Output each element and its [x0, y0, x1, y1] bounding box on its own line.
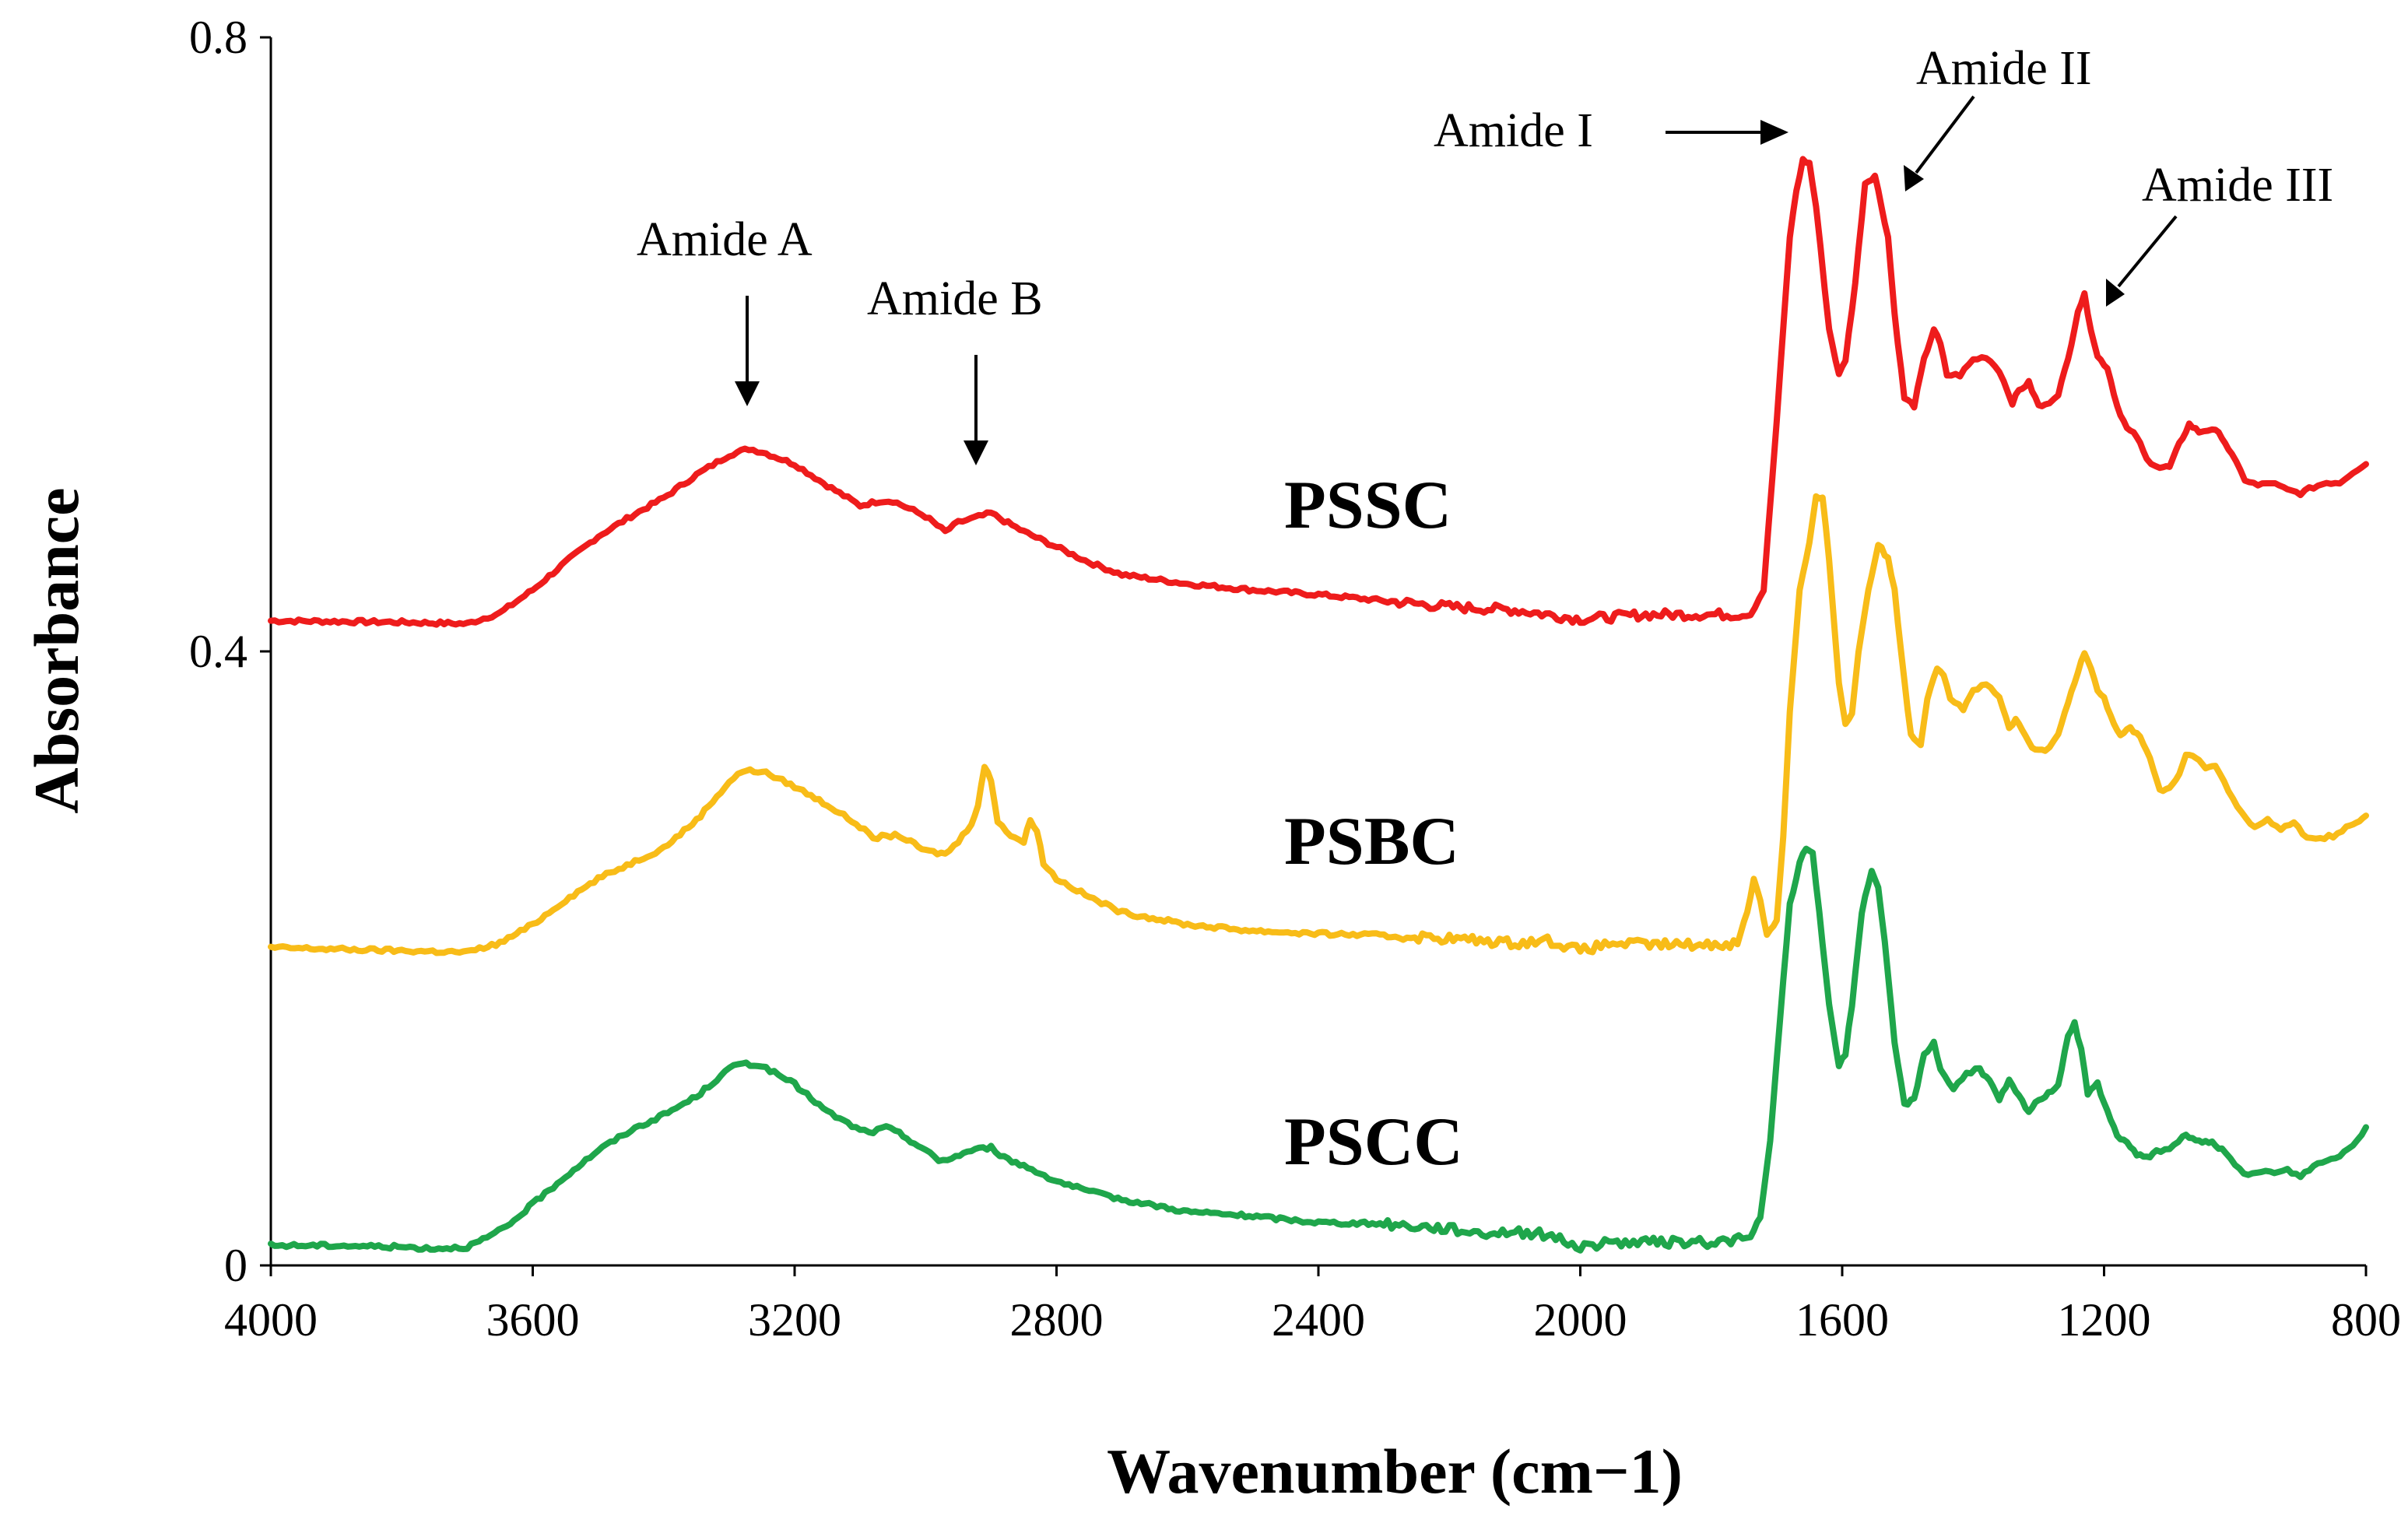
- x-tick-label: 800: [2331, 1294, 2401, 1346]
- x-axis-title: Wavenumber (cm−1): [1107, 1436, 1683, 1507]
- annotation-amide-b: Amide B: [867, 272, 1043, 325]
- arrowhead-amide-i: [1760, 120, 1788, 145]
- arrowhead-amide-b: [964, 440, 988, 465]
- x-tick-label: 2400: [1272, 1294, 1365, 1346]
- x-tick-label: 4000: [224, 1294, 318, 1346]
- y-tick-label: 0.4: [189, 626, 247, 677]
- arrow-amide-ii: [1915, 95, 1975, 174]
- arrow-amide-iii: [2117, 215, 2178, 288]
- x-tick-label: 1200: [2058, 1294, 2151, 1346]
- arrowhead-amide-a: [735, 381, 760, 406]
- x-tick-label: 1600: [1795, 1294, 1889, 1346]
- annotations: Amide A Amide B Amide I Amide II Amide I…: [637, 42, 2333, 465]
- y-ticks: 0 0.4 0.8: [189, 12, 271, 1291]
- x-tick-label: 2000: [1534, 1294, 1627, 1346]
- series-line-pscc: [268, 845, 2369, 1254]
- series-label-pscc: PSCC: [1284, 1104, 1463, 1180]
- annotation-amide-ii: Amide II: [1916, 42, 2092, 95]
- arrowhead-amide-iii: [2106, 279, 2125, 307]
- arrowhead-amide-ii: [1904, 165, 1924, 191]
- x-tick-label: 3200: [748, 1294, 841, 1346]
- annotation-amide-a: Amide A: [637, 213, 813, 266]
- series-layer: [268, 156, 2369, 1254]
- annotation-amide-i: Amide I: [1434, 104, 1593, 157]
- annotation-amide-iii: Amide III: [2142, 159, 2333, 212]
- series-label-pssc: PSSC: [1284, 468, 1451, 543]
- x-ticks: 4000 3600 3200 2800 2400 2000 1600 1200 800: [224, 1265, 2401, 1346]
- x-tick-label: 3600: [486, 1294, 580, 1346]
- y-tick-label: 0: [224, 1240, 247, 1291]
- series-label-psbc: PSBC: [1284, 804, 1459, 879]
- axes: [269, 37, 2366, 1267]
- x-tick-label: 2800: [1010, 1294, 1104, 1346]
- y-tick-label: 0.8: [189, 12, 247, 63]
- y-axis-title: Absorbance: [21, 487, 92, 813]
- series-line-psbc: [268, 493, 2369, 956]
- series-line-pssc: [268, 156, 2369, 628]
